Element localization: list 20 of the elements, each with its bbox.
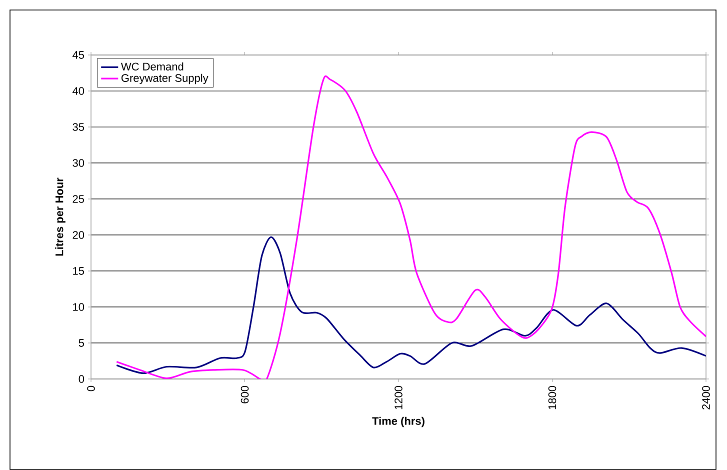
y-tick-label: 30 xyxy=(72,159,84,167)
y-axis-title: Litres per Hour xyxy=(55,178,66,256)
y-tick-label: 45 xyxy=(72,51,84,59)
legend-label: WC Demand xyxy=(120,62,184,70)
y-tick-label: 40 xyxy=(72,87,84,95)
x-tick-label: 2400 xyxy=(702,386,710,410)
y-tick-label: 5 xyxy=(78,339,84,347)
y-tick-label: 10 xyxy=(73,303,84,311)
x-axis-title: Time (hrs) xyxy=(372,416,424,428)
y-tick-label: 25 xyxy=(72,195,84,203)
y-tick-label: 20 xyxy=(72,231,84,239)
x-tick-label: 1200 xyxy=(394,386,402,410)
y-tick-label: 0 xyxy=(78,375,84,383)
y-tick-label: 15 xyxy=(73,267,84,275)
x-tick-label: 600 xyxy=(240,386,249,404)
x-tick-label: 1800 xyxy=(548,386,556,410)
legend-label: Greywater Supply xyxy=(121,74,208,84)
x-tick-label: 0 xyxy=(87,386,95,392)
line-series xyxy=(116,236,706,374)
y-tick-label: 35 xyxy=(72,123,84,131)
